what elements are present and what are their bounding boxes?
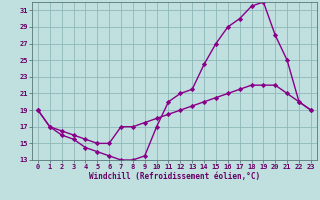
X-axis label: Windchill (Refroidissement éolien,°C): Windchill (Refroidissement éolien,°C) — [89, 172, 260, 181]
